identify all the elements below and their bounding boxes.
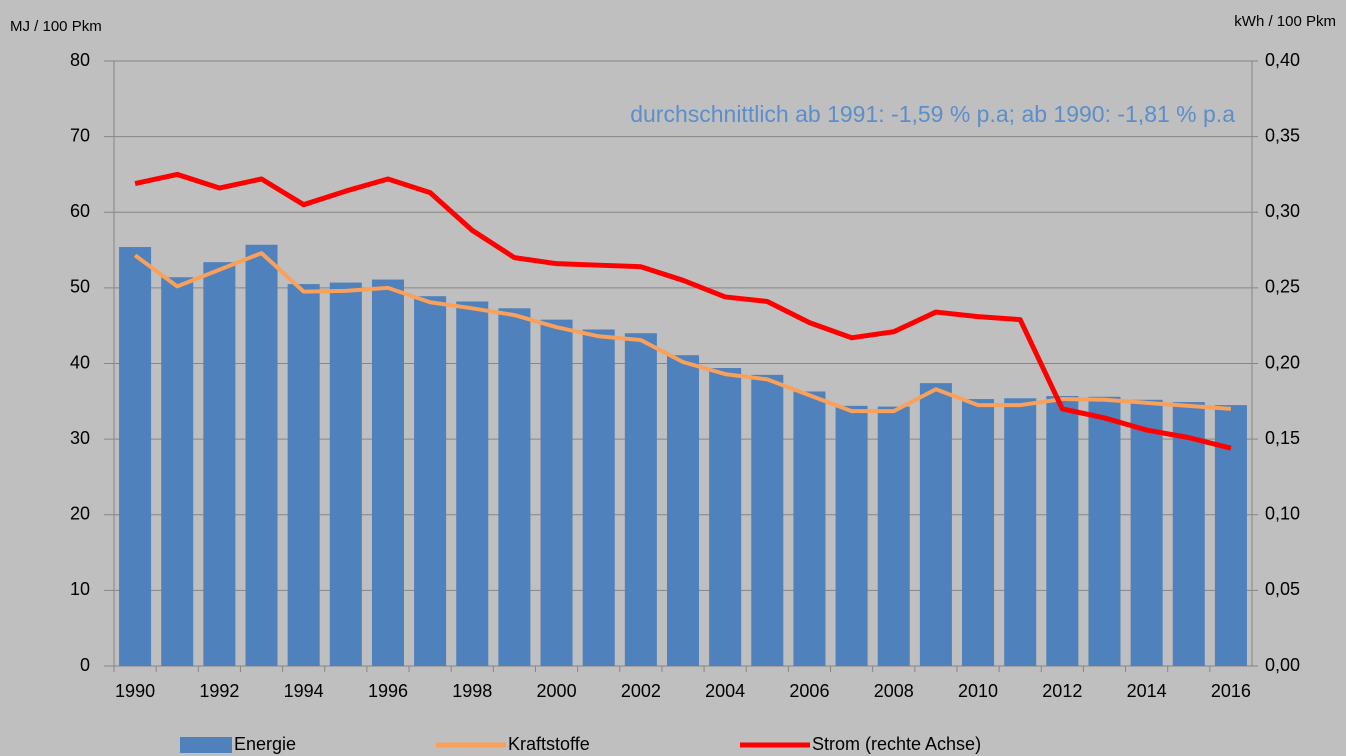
y2-tick-label: 0,40 [1265,50,1300,70]
x-tick-label: 2004 [705,681,745,701]
bar [414,296,447,666]
bar [161,277,194,666]
bar [456,301,489,666]
bar [877,406,910,666]
y2-tick-label: 0,35 [1265,125,1300,145]
x-tick-label: 2002 [621,681,661,701]
y2-axis-label: kWh / 100 Pkm [1234,13,1336,30]
x-tick-label: 2010 [958,681,998,701]
annotation: durchschnittlich ab 1991: -1,59 % p.a; a… [630,101,1235,127]
y-axis-label: MJ / 100 Pkm [10,18,102,35]
x-tick-label: 2008 [874,681,914,701]
bar [1130,399,1163,666]
bar [835,405,868,666]
x-tick-label: 2006 [789,681,829,701]
legend-label: Strom (rechte Achse) [812,734,981,754]
y2-tick-label: 0,25 [1265,277,1300,297]
bar [751,374,784,666]
bar [245,244,278,667]
bar [1172,402,1205,666]
y2-tick-label: 0,10 [1265,504,1300,524]
x-tick-label: 2000 [537,681,577,701]
bar [498,308,531,666]
bar [962,399,995,666]
bar [119,247,152,666]
y-tick-label: 0 [80,655,90,675]
bar [329,282,362,666]
bar [287,284,320,666]
y-tick-label: 80 [70,50,90,70]
y-tick-label: 40 [70,352,90,372]
y-tick-label: 10 [70,579,90,599]
bar [793,391,826,666]
x-tick-label: 2014 [1127,681,1167,701]
bar [540,319,573,666]
bar [1214,405,1247,666]
legend-label: Kraftstoffe [508,734,590,754]
x-tick-label: 1994 [284,681,324,701]
bar [203,262,236,666]
bar [1088,396,1121,666]
x-tick-label: 1992 [199,681,239,701]
y-tick-label: 60 [70,201,90,221]
x-tick-label: 2016 [1211,681,1251,701]
x-tick-label: 1998 [452,681,492,701]
y-tick-label: 30 [70,428,90,448]
x-tick-label: 1990 [115,681,155,701]
y-tick-label: 20 [70,504,90,524]
bar [371,279,404,666]
legend-label: Energie [234,734,296,754]
bar [1046,396,1079,666]
y2-tick-label: 0,20 [1265,352,1300,372]
y-tick-label: 50 [70,277,90,297]
bar [666,355,700,666]
y2-tick-label: 0,30 [1265,201,1300,221]
y-tick-label: 70 [70,125,90,145]
bar [919,383,952,666]
x-tick-label: 1996 [368,681,408,701]
y2-tick-label: 0,00 [1265,655,1300,675]
bar [582,329,615,666]
line-series [133,251,1232,414]
bar [1004,398,1037,666]
bar [624,333,657,666]
legend-swatch [180,737,232,753]
bar [709,368,742,666]
y2-tick-label: 0,05 [1265,579,1300,599]
y2-tick-label: 0,15 [1265,428,1300,448]
x-tick-label: 2012 [1042,681,1082,701]
line-series [134,171,1232,451]
